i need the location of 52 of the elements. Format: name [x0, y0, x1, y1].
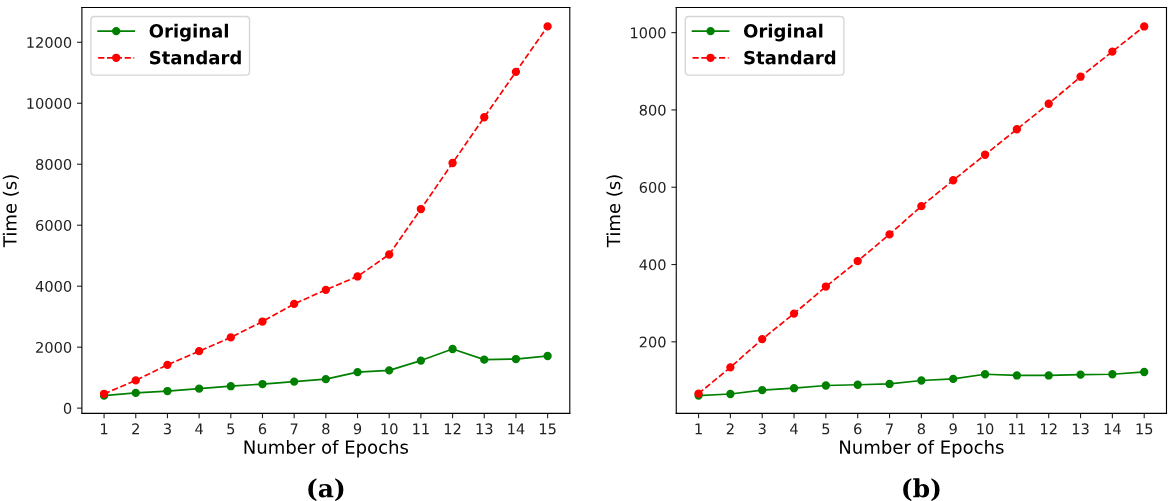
text: (a) — [308, 478, 344, 501]
x-tick-label: 14 — [508, 423, 525, 435]
legend-label: Standard — [150, 50, 241, 65]
x-tick-label: 13 — [476, 423, 493, 435]
x-tick-label: 5 — [227, 423, 235, 435]
x-tick-label: 8 — [322, 423, 330, 435]
x-tick-label: 6 — [258, 423, 267, 435]
x-tick-label: 7 — [886, 423, 893, 435]
y-tick-label: 2000 — [36, 341, 72, 353]
x-tick-label: 7 — [290, 423, 298, 435]
x-tick-label: 13 — [1072, 423, 1089, 435]
y-axis-title: Time (s) — [606, 175, 623, 248]
x-tick-label: 15 — [1136, 423, 1153, 435]
x-tick-label: 10 — [381, 423, 398, 435]
x-tick-label: 14 — [1104, 423, 1121, 435]
x-axis-title: Number of Epochs — [840, 439, 1004, 458]
x-tick-label: 12 — [444, 423, 461, 435]
x-tick-label: 6 — [854, 423, 862, 435]
y-tick-label: 200 — [639, 336, 666, 348]
x-tick-label: 3 — [758, 423, 766, 435]
text: (b) — [903, 478, 940, 501]
legend-label: Standard — [744, 50, 836, 65]
y-tick-label: 400 — [639, 259, 666, 271]
x-tick-label: 4 — [195, 423, 203, 435]
x-tick-label: 2 — [132, 423, 139, 435]
x-tick-label: 8 — [917, 423, 926, 435]
x-tick-label: 4 — [790, 423, 798, 435]
x-tick-label: 5 — [822, 423, 830, 435]
y-tick-label: 800 — [639, 104, 666, 116]
x-tick-label: 9 — [353, 423, 362, 435]
y-axis-title: Time (s) — [2, 175, 19, 248]
x-tick-label: 3 — [163, 423, 171, 435]
y-tick-label: 1000 — [631, 27, 666, 39]
legend-label: Original — [743, 23, 823, 42]
y-tick-label: 600 — [639, 181, 666, 193]
y-tick-label: 12000 — [27, 36, 72, 49]
y-tick-label: 10000 — [27, 97, 72, 109]
y-tick-label: 8000 — [36, 158, 72, 170]
y-tick-label: 4000 — [35, 280, 72, 292]
x-tick-label: 15 — [539, 423, 556, 435]
x-axis-title: Number of Epochs — [244, 439, 409, 458]
y-tick-label: 0 — [63, 402, 72, 414]
x-tick-label: 11 — [1009, 423, 1025, 435]
y-tick-label: 6000 — [36, 219, 72, 231]
x-tick-label: 9 — [949, 423, 957, 435]
x-tick-label: 2 — [726, 423, 734, 435]
x-tick-label: 10 — [977, 423, 994, 435]
x-tick-label: 12 — [1041, 423, 1057, 435]
legend-label: Original — [149, 23, 228, 42]
x-tick-label: 1 — [101, 423, 108, 435]
x-tick-label: 11 — [413, 423, 429, 435]
x-tick-label: 1 — [695, 423, 702, 435]
